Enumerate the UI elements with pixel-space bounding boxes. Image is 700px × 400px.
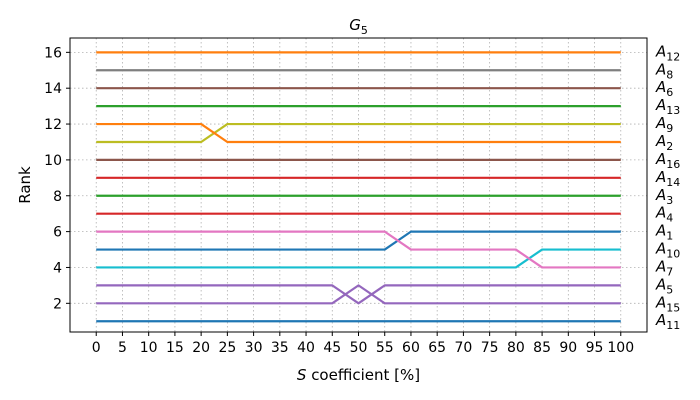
- series-label-subscript: 5: [666, 283, 673, 296]
- chart-title-main: G: [349, 16, 361, 34]
- series-label-subscript: 10: [666, 248, 680, 261]
- series-label-letter: A: [655, 186, 666, 204]
- x-tick-label: 35: [271, 340, 289, 356]
- x-tick-label: 95: [586, 340, 604, 356]
- series-label-a7: A7: [655, 257, 673, 278]
- series-label-subscript: 3: [666, 194, 673, 207]
- y-tick-label: 16: [44, 45, 62, 61]
- y-tick-label: 14: [44, 81, 62, 97]
- y-axis-ticks: 2 4 6 8 10 12 14 16: [44, 45, 70, 312]
- x-tick-label: 15: [166, 340, 184, 356]
- series-label-a14: A14: [655, 168, 680, 189]
- series-line-a10: [96, 248, 621, 269]
- y-tick-label: 4: [53, 260, 62, 276]
- series-label-subscript: 12: [666, 50, 680, 63]
- x-tick-label: 50: [350, 340, 368, 356]
- series-label-a1: A1: [655, 222, 673, 243]
- x-tick-label: 65: [428, 340, 446, 356]
- series-label-a6: A6: [655, 78, 673, 99]
- series-label-letter: A: [655, 204, 666, 222]
- x-tick-label: 25: [218, 340, 236, 356]
- series-label-a13: A13: [655, 96, 680, 117]
- series-label-letter: A: [655, 293, 666, 311]
- x-axis-label-rest: coefficient [%]: [306, 366, 420, 384]
- series-line-a1: [96, 230, 621, 251]
- x-tick-label: 30: [245, 340, 263, 356]
- series-label-subscript: 15: [666, 301, 680, 314]
- series-line-a9: [96, 122, 621, 144]
- x-tick-label: 45: [323, 340, 341, 356]
- series-label-a3: A3: [655, 186, 673, 207]
- y-tick-label: 10: [44, 153, 62, 169]
- series-label-letter: A: [655, 275, 666, 293]
- x-axis-label: S coefficient [%]: [297, 366, 420, 384]
- series-label-subscript: 14: [666, 176, 680, 189]
- y-tick-label: 8: [53, 189, 62, 205]
- chart-title-subscript: 5: [361, 24, 368, 37]
- series-label-letter: A: [655, 132, 666, 150]
- x-tick-label: 80: [507, 340, 525, 356]
- series-label-subscript: 6: [666, 86, 673, 99]
- series-label-subscript: 16: [666, 158, 680, 171]
- series-line-a2: [96, 122, 621, 144]
- y-tick-label: 12: [44, 117, 62, 133]
- series-label-letter: A: [655, 42, 666, 60]
- series-label-subscript: 8: [666, 68, 673, 81]
- series-label-letter: A: [655, 150, 666, 168]
- series-label-a5: A5: [655, 275, 673, 296]
- series-label-a9: A9: [655, 114, 673, 135]
- y-axis-label: Rank: [16, 166, 34, 204]
- series-label-letter: A: [655, 257, 666, 275]
- x-tick-label: 10: [140, 340, 158, 356]
- x-tick-label: 55: [376, 340, 394, 356]
- series-label-a12: A12: [655, 42, 680, 63]
- series-label-letter: A: [655, 168, 666, 186]
- x-tick-label: 100: [607, 340, 634, 356]
- series-label-letter: A: [655, 96, 666, 114]
- series-label-subscript: 1: [666, 230, 673, 243]
- x-tick-label: 0: [92, 340, 101, 356]
- series-label-subscript: 11: [666, 319, 680, 332]
- x-tick-label: 70: [454, 340, 472, 356]
- series-line-a15: [96, 284, 621, 305]
- series-label-a16: A16: [655, 150, 680, 171]
- x-tick-label: 40: [297, 340, 315, 356]
- x-tick-label: 20: [192, 340, 210, 356]
- x-axis-label-italic: S: [297, 366, 307, 384]
- series-label-subscript: 7: [666, 265, 673, 278]
- series-label-a4: A4: [655, 204, 673, 225]
- series-label-subscript: 13: [666, 104, 680, 117]
- series-label-a11: A11: [655, 311, 680, 332]
- series-label-a8: A8: [655, 60, 673, 81]
- series-line-a7: [96, 230, 621, 269]
- x-tick-label: 90: [559, 340, 577, 356]
- x-axis-ticks: 0 5 10 15 20 25 30 35 40 45 50 55 60 65 70 75 80 85 90 95 10…: [92, 332, 634, 356]
- series-label-a2: A2: [655, 132, 673, 153]
- series-label-letter: A: [655, 114, 666, 132]
- y-tick-label: 2: [53, 296, 62, 312]
- series-label-letter: A: [655, 222, 666, 240]
- grid-layer: [70, 38, 647, 332]
- series-label-a15: A15: [655, 293, 680, 314]
- x-tick-label: 85: [533, 340, 551, 356]
- x-tick-label: 5: [118, 340, 127, 356]
- series-layer: [96, 51, 621, 323]
- series-label-subscript: 4: [666, 212, 673, 225]
- series-label-a10: A10: [655, 240, 680, 261]
- x-tick-label: 75: [481, 340, 499, 356]
- series-line-a5: [96, 284, 621, 305]
- series-label-letter: A: [655, 60, 666, 78]
- series-label-subscript: 2: [666, 140, 673, 153]
- series-label-letter: A: [655, 311, 666, 329]
- series-label-letter: A: [655, 78, 666, 96]
- chart-title: G5: [349, 16, 368, 37]
- x-tick-label: 60: [402, 340, 420, 356]
- y-tick-label: 6: [53, 225, 62, 241]
- series-label-subscript: 9: [666, 122, 673, 135]
- series-label-letter: A: [655, 240, 666, 258]
